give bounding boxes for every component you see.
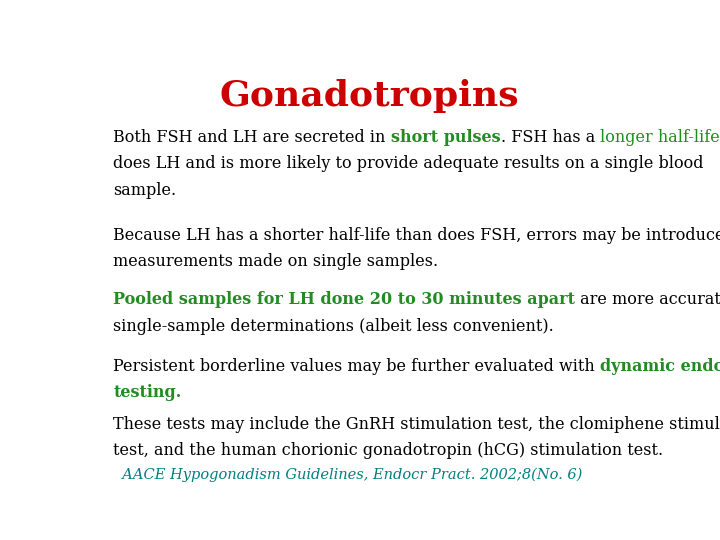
- Text: single-sample determinations (albeit less convenient).: single-sample determinations (albeit les…: [114, 318, 554, 335]
- Text: test, and the human chorionic gonadotropin (hCG) stimulation test.: test, and the human chorionic gonadotrop…: [114, 442, 664, 460]
- Text: sample.: sample.: [114, 181, 176, 199]
- Text: measurements made on single samples.: measurements made on single samples.: [114, 253, 438, 270]
- Text: AACE Hypogonadism Guidelines, Endocr Pract. 2002;8(No. 6): AACE Hypogonadism Guidelines, Endocr Pra…: [114, 467, 582, 482]
- Text: Both FSH and LH are secreted in: Both FSH and LH are secreted in: [114, 129, 391, 146]
- Text: Because LH has a shorter half-life than does FSH, errors may be introduced in: Because LH has a shorter half-life than …: [114, 227, 720, 244]
- Text: These tests may include the GnRH stimulation test, the clomiphene stimulation: These tests may include the GnRH stimula…: [114, 416, 720, 433]
- Text: longer half-life: longer half-life: [600, 129, 720, 146]
- Text: Pooled samples for LH done 20 to 30 minutes apart: Pooled samples for LH done 20 to 30 minu…: [114, 292, 575, 308]
- Text: are more accurate than: are more accurate than: [575, 292, 720, 308]
- Text: testing.: testing.: [114, 384, 181, 401]
- Text: . FSH has a: . FSH has a: [500, 129, 600, 146]
- Text: short pulses: short pulses: [391, 129, 500, 146]
- Text: dynamic endocrine: dynamic endocrine: [600, 358, 720, 375]
- Text: Persistent borderline values may be further evaluated with: Persistent borderline values may be furt…: [114, 358, 600, 375]
- Text: does LH and is more likely to provide adequate results on a single blood: does LH and is more likely to provide ad…: [114, 156, 704, 172]
- Text: Gonadotropins: Gonadotropins: [219, 79, 519, 113]
